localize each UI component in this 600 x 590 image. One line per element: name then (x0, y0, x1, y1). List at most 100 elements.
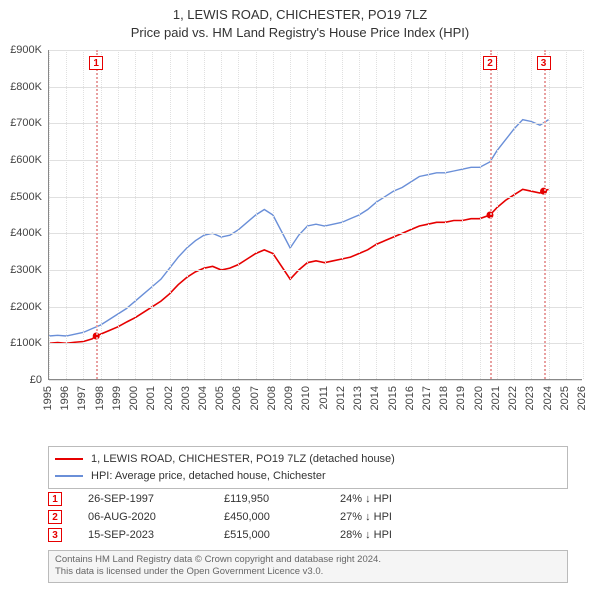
event-row: 315-SEP-2023£515,00028% ↓ HPI (48, 526, 392, 544)
gridline-h (49, 233, 582, 234)
x-axis-label: 2000 (128, 386, 140, 410)
series-hpi (49, 120, 549, 336)
event-row-marker: 1 (48, 492, 62, 506)
x-axis-label: 2012 (335, 386, 347, 410)
x-axis-label: 2023 (524, 386, 536, 410)
x-axis-label: 2020 (473, 386, 485, 410)
gridline-v (411, 50, 412, 379)
gridline-v (135, 50, 136, 379)
x-axis-label: 2022 (507, 386, 519, 410)
y-axis-label: £200K (0, 301, 42, 313)
legend-label: HPI: Average price, detached house, Chic… (91, 468, 326, 485)
gridline-v (566, 50, 567, 379)
event-date: 26-SEP-1997 (88, 493, 198, 505)
event-price: £450,000 (224, 511, 314, 523)
series-price_paid (49, 189, 549, 343)
gridline-v (307, 50, 308, 379)
gridline-h (49, 343, 582, 344)
gridline-v (83, 50, 84, 379)
x-axis-label: 2001 (145, 386, 157, 410)
events-table: 1 26-SEP-1997 £119,950 24% ↓ HPI 2 06-AUG-202… (48, 490, 392, 544)
gridline-v (376, 50, 377, 379)
plot-region: 123 (48, 50, 582, 380)
x-axis-label: 1996 (59, 386, 71, 410)
y-axis-label: £400K (0, 227, 42, 239)
y-axis-label: £0 (0, 374, 42, 386)
event-date: 06-AUG-2020 (88, 511, 198, 523)
x-axis-label: 2026 (576, 386, 588, 410)
event-marker-1: 1 (89, 56, 103, 70)
legend-label: 1, LEWIS ROAD, CHICHESTER, PO19 7LZ (det… (91, 451, 395, 468)
x-axis-label: 2008 (266, 386, 278, 410)
x-axis-label: 2018 (438, 386, 450, 410)
gridline-h (49, 197, 582, 198)
gridline-v (325, 50, 326, 379)
x-axis-label: 2017 (421, 386, 433, 410)
y-axis-label: £700K (0, 117, 42, 129)
legend-item: 1, LEWIS ROAD, CHICHESTER, PO19 7LZ (det… (55, 451, 561, 468)
gridline-h (49, 307, 582, 308)
y-axis-label: £300K (0, 264, 42, 276)
x-axis-label: 2011 (318, 386, 330, 410)
gridline-v (273, 50, 274, 379)
gridline-h (49, 160, 582, 161)
event-line (96, 50, 98, 379)
event-diff: 24% ↓ HPI (340, 493, 392, 505)
x-axis-label: 2019 (455, 386, 467, 410)
x-axis-label: 2003 (180, 386, 192, 410)
gridline-v (152, 50, 153, 379)
gridline-v (428, 50, 429, 379)
x-axis-label: 2025 (559, 386, 571, 410)
gridline-h (49, 87, 582, 88)
gridline-v (204, 50, 205, 379)
x-axis-label: 1997 (76, 386, 88, 410)
y-axis-label: £600K (0, 154, 42, 166)
gridline-h (49, 380, 582, 381)
legend-swatch (55, 458, 83, 460)
gridline-v (66, 50, 67, 379)
gridline-h (49, 123, 582, 124)
gridline-v (342, 50, 343, 379)
gridline-v (531, 50, 532, 379)
legend-swatch (55, 475, 83, 477)
gridline-v (462, 50, 463, 379)
gridline-v (238, 50, 239, 379)
gridline-v (256, 50, 257, 379)
event-diff: 28% ↓ HPI (340, 529, 392, 541)
footer-line2: This data is licensed under the Open Gov… (55, 566, 561, 578)
gridline-v (170, 50, 171, 379)
x-axis-label: 2014 (369, 386, 381, 410)
x-axis-label: 1998 (94, 386, 106, 410)
gridline-v (221, 50, 222, 379)
x-axis-label: 2004 (197, 386, 209, 410)
x-axis-label: 2006 (231, 386, 243, 410)
footer-line1: Contains HM Land Registry data © Crown c… (55, 554, 561, 566)
event-price: £119,950 (224, 493, 314, 505)
gridline-v (118, 50, 119, 379)
gridline-v (480, 50, 481, 379)
footer-box: Contains HM Land Registry data © Crown c… (48, 550, 568, 583)
event-line (544, 50, 546, 379)
gridline-v (497, 50, 498, 379)
gridline-v (549, 50, 550, 379)
y-axis-label: £100K (0, 337, 42, 349)
chart-container: 1, LEWIS ROAD, CHICHESTER, PO19 7LZ Pric… (0, 0, 600, 590)
gridline-v (187, 50, 188, 379)
event-diff: 27% ↓ HPI (340, 511, 392, 523)
y-axis-label: £500K (0, 191, 42, 203)
x-axis-label: 2013 (352, 386, 364, 410)
event-row-marker: 2 (48, 510, 62, 524)
event-marker-2: 2 (483, 56, 497, 70)
event-row: 2 06-AUG-2020 £450,000 27% ↓ HPI (48, 508, 392, 526)
x-axis-label: 2024 (542, 386, 554, 410)
x-axis-label: 2016 (404, 386, 416, 410)
gridline-v (445, 50, 446, 379)
chart-svg (49, 50, 583, 380)
gridline-v (359, 50, 360, 379)
gridline-h (49, 50, 582, 51)
x-axis-label: 1995 (42, 386, 54, 410)
y-axis-label: £900K (0, 44, 42, 56)
gridline-h (49, 270, 582, 271)
legend-box: 1, LEWIS ROAD, CHICHESTER, PO19 7LZ (det… (48, 446, 568, 489)
x-axis-label: 2005 (214, 386, 226, 410)
